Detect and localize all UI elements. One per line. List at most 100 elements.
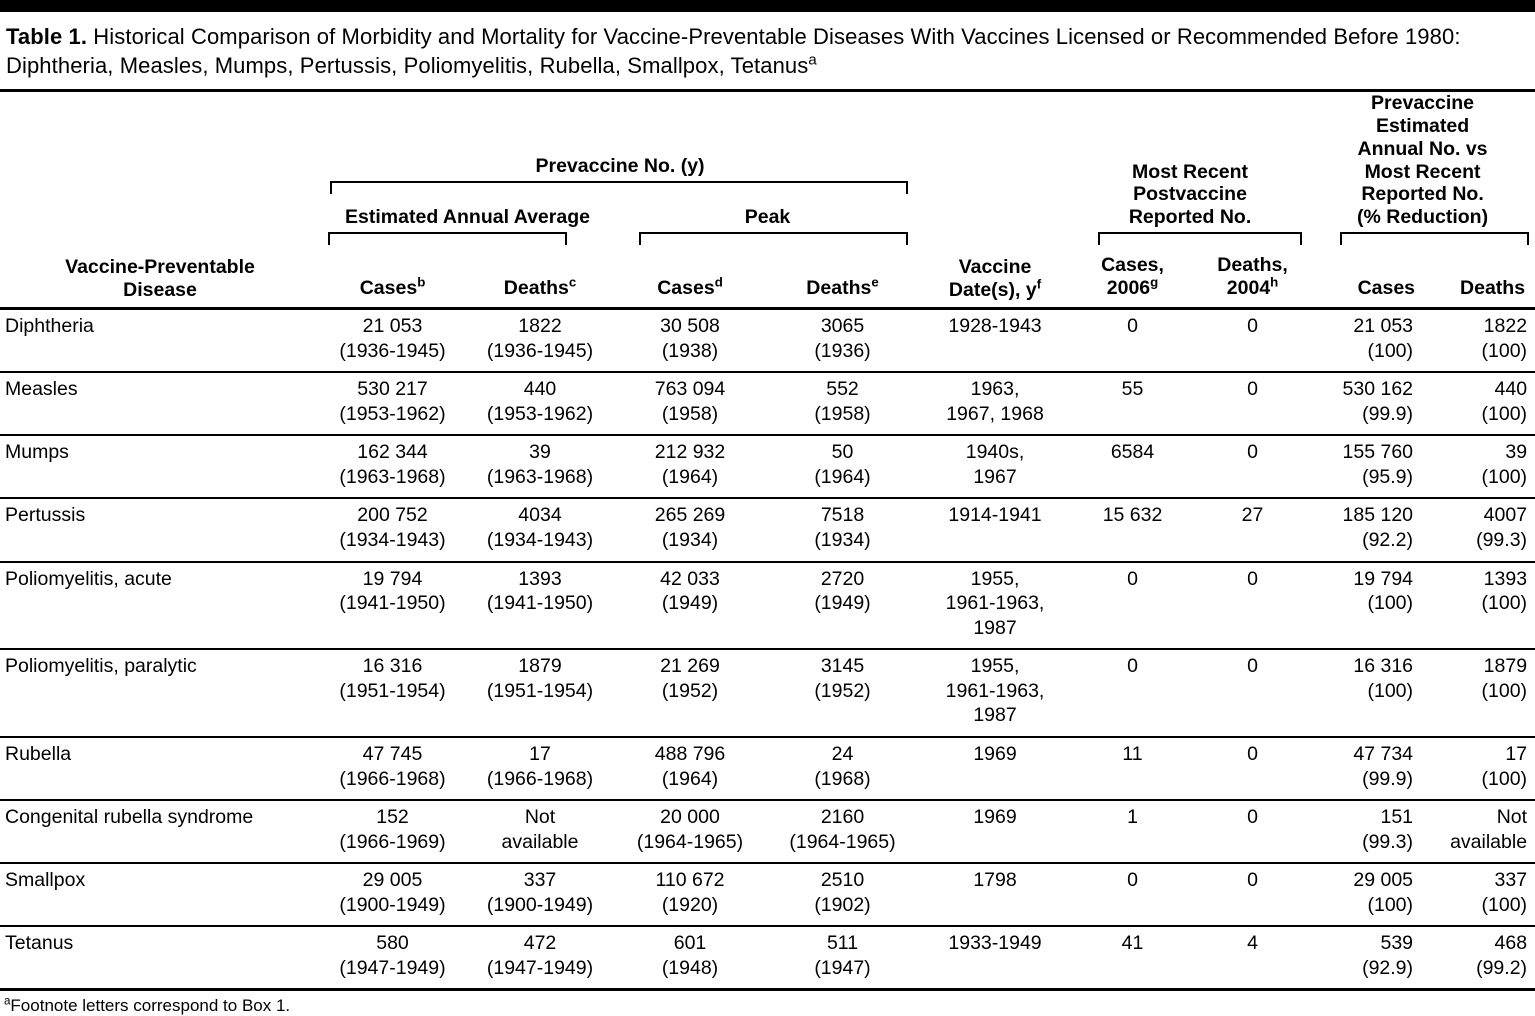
cell-deaths-2004: 0 (1195, 434, 1311, 499)
cell-cases-2006: 0 (1070, 560, 1196, 650)
peak-bracket (639, 232, 909, 246)
cell-peak-cases: 110 672 (1920) (615, 862, 765, 927)
morbidity-mortality-table: Vaccine-Preventable Disease Prevaccine N… (0, 89, 1535, 992)
table-title-footnote-marker: a (808, 51, 817, 69)
cell-vaccine-dates: 1969 (920, 799, 1071, 864)
cell-peak-cases: 20 000 (1964-1965) (615, 799, 765, 864)
most-recent-bracket (1098, 232, 1303, 246)
cell-estimated-annual-deaths: 39 (1963-1968) (465, 434, 615, 499)
cell-reduction-deaths: 1879 (100) (1425, 648, 1535, 737)
cell-deaths-2004: 0 (1195, 799, 1311, 864)
eaa-deaths-footnote-marker: c (568, 274, 577, 290)
cell-estimated-annual-deaths: Not available (465, 799, 615, 864)
cell-peak-cases: 42 033 (1949) (615, 560, 765, 650)
cell-cases-2006: 15 632 (1070, 497, 1196, 562)
cell-cases-2006: 6584 (1070, 434, 1196, 499)
cell-reduction-cases: 29 005 (100) (1310, 862, 1426, 927)
cell-disease: Mumps (0, 434, 320, 499)
cell-vaccine-dates: 1940s, 1967 (920, 434, 1071, 499)
cell-estimated-annual-deaths: 1393 (1941-1950) (465, 560, 615, 650)
group-header-most-recent: Most Recent Postvaccine Reported No. (1070, 91, 1310, 246)
cell-peak-cases: 601 (1948) (615, 925, 765, 990)
cell-vaccine-dates: 1798 (920, 862, 1071, 927)
cell-disease: Rubella (0, 735, 320, 801)
cell-estimated-annual-deaths: 1879 (1951-1954) (465, 648, 615, 737)
cell-peak-cases: 763 094 (1958) (615, 371, 765, 436)
table-row: Measles 530 217 (1953-1962) 440 (1953-1962… (0, 371, 1535, 436)
group-header-peak: Peak (615, 194, 920, 246)
cell-deaths-2004: 0 (1195, 862, 1311, 927)
cell-reduction-cases: 21 053 (100) (1353, 315, 1414, 362)
cell-peak-cases: 488 796 (1964) (615, 735, 765, 801)
cell-peak-deaths: 24 (1968) (765, 735, 921, 801)
cell-disease: Measles (0, 371, 320, 436)
table-row: Poliomyelitis, paralytic 16 316 (1951-195… (0, 648, 1535, 737)
cell-vaccine-dates: 1933-1949 (920, 925, 1071, 990)
cell-peak-deaths: 552 (1958) (765, 371, 921, 436)
cell-estimated-annual-deaths: 1822 (1936-1945) (486, 315, 594, 362)
table-row: Smallpox 29 005 (1900-1949) 337 (1900-1949… (0, 862, 1535, 927)
cell-deaths-2004: 0 (1195, 648, 1311, 737)
peak-cases-footnote-marker: d (714, 274, 723, 290)
group-header-estimated-annual-average: Estimated Annual Average (320, 194, 615, 246)
cell-peak-deaths: 50 (1964) (765, 434, 921, 499)
cell-reduction-cases: 47 734 (99.9) (1310, 735, 1426, 801)
group-header-prevaccine: Prevaccine No. (y) (320, 91, 920, 195)
cell-disease: Tetanus (0, 925, 320, 990)
cell-disease: Poliomyelitis, paralytic (0, 648, 320, 737)
col-header-estimated-annual-cases: Casesb (359, 274, 426, 300)
cell-reduction-deaths: 4007 (99.3) (1425, 497, 1535, 562)
group-header-eaa-label: Estimated Annual Average (345, 206, 590, 229)
cell-reduction-deaths: 440 (100) (1425, 371, 1535, 436)
cell-cases-2006: 0 (1127, 315, 1138, 338)
group-header-reduction: Prevaccine Estimated Annual No. vs Most … (1310, 91, 1535, 246)
cell-reduction-deaths: Not available (1425, 799, 1535, 864)
col-header-vaccine-dates-label: Vaccine Date(s), y (948, 256, 1037, 302)
prevaccine-bracket (330, 181, 909, 195)
cell-estimated-annual-deaths: 4034 (1934-1943) (465, 497, 615, 562)
cell-reduction-deaths: 39 (100) (1425, 434, 1535, 499)
cell-estimated-annual-deaths: 472 (1947-1949) (465, 925, 615, 990)
cell-estimated-annual-cases: 200 752 (1934-1943) (320, 497, 465, 562)
cell-reduction-cases: 151 (99.3) (1310, 799, 1426, 864)
cell-reduction-deaths: 1393 (100) (1425, 560, 1535, 650)
cell-estimated-annual-cases: 530 217 (1953-1962) (320, 371, 465, 436)
table-row: Mumps 162 344 (1963-1968) 39 (1963-1968) 21… (0, 434, 1535, 499)
table-row: Tetanus 580 (1947-1949) 472 (1947-1949) 601… (0, 925, 1535, 990)
reduction-bracket (1340, 232, 1530, 246)
cell-peak-cases: 21 269 (1952) (615, 648, 765, 737)
deaths-2004-footnote-marker: h (1270, 274, 1279, 290)
cell-estimated-annual-deaths: 337 (1900-1949) (465, 862, 615, 927)
cell-reduction-cases: 155 760 (95.9) (1310, 434, 1426, 499)
group-header-reduction-label: Prevaccine Estimated Annual No. vs Most … (1357, 92, 1489, 229)
group-header-peak-label: Peak (744, 206, 791, 229)
group-header-most-recent-label: Most Recent Postvaccine Reported No. (1128, 160, 1252, 229)
cell-peak-cases: 30 508 (1938) (660, 315, 720, 362)
cell-peak-deaths: 511 (1947) (765, 925, 921, 990)
cell-cases-2006: 1 (1070, 799, 1196, 864)
cell-disease: Pertussis (0, 497, 320, 562)
col-header-deaths-2004: Deaths, 2004h (1217, 254, 1288, 300)
col-header-peak-cases: Casesd (657, 274, 723, 300)
cell-reduction-deaths: 468 (99.2) (1425, 925, 1535, 990)
cell-peak-deaths: 3065 (1936) (814, 315, 871, 362)
cell-peak-deaths: 2720 (1949) (765, 560, 921, 650)
cell-peak-deaths: 2160 (1964-1965) (765, 799, 921, 864)
cell-estimated-annual-cases: 162 344 (1963-1968) (320, 434, 465, 499)
cell-vaccine-dates: 1963, 1967, 1968 (920, 371, 1071, 436)
cell-reduction-cases: 539 (92.9) (1310, 925, 1426, 990)
footnote: aFootnote letters correspond to Box 1. (0, 991, 1535, 1016)
cell-estimated-annual-cases: 29 005 (1900-1949) (320, 862, 465, 927)
cell-vaccine-dates: 1928-1943 (948, 315, 1042, 338)
cell-estimated-annual-cases: 21 053 (1936-1945) (339, 315, 446, 362)
cell-reduction-cases: 19 794 (100) (1310, 560, 1426, 650)
cell-reduction-deaths: 17 (100) (1425, 735, 1535, 801)
footnote-text: Footnote letters correspond to Box 1. (10, 996, 291, 1016)
cell-disease: Congenital rubella syndrome (0, 799, 320, 864)
cell-estimated-annual-cases: 19 794 (1941-1950) (320, 560, 465, 650)
cell-estimated-annual-deaths: 440 (1953-1962) (465, 371, 615, 436)
col-header-estimated-annual-deaths: Deathsc (503, 274, 577, 300)
cell-deaths-2004: 0 (1247, 315, 1258, 338)
cell-estimated-annual-cases: 16 316 (1951-1954) (320, 648, 465, 737)
table-title: Table 1. Historical Comparison of Morbid… (0, 12, 1535, 89)
